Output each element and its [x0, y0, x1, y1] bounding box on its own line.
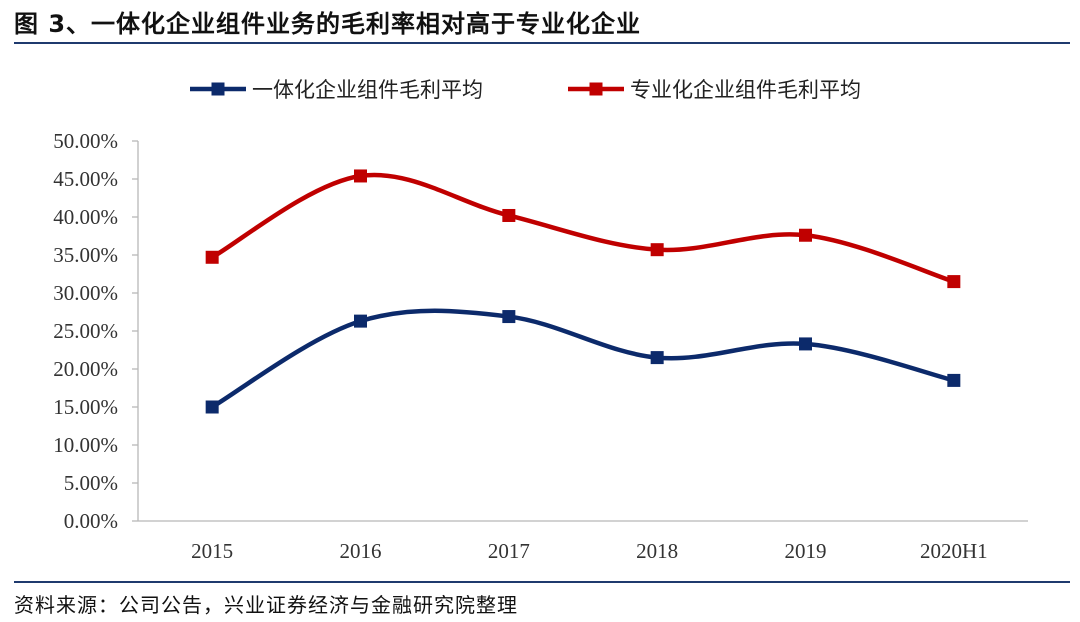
- series-line: [211, 308, 955, 409]
- data-point-marker: [799, 337, 812, 351]
- y-tick-label: 30.00%: [53, 281, 118, 305]
- line-chart: 一体化企业组件毛利平均 专业化企业组件毛利平均 0.00% 5.00% 10.00% 1…: [53, 78, 1028, 563]
- data-point-marker: [947, 373, 961, 387]
- data-point-marker: [947, 275, 961, 289]
- y-axis: 0.00% 5.00% 10.00% 15.00% 20.00% 25.00% 30.00%…: [53, 129, 139, 533]
- y-tick-label: 15.00%: [53, 395, 118, 419]
- data-point-marker: [799, 228, 812, 242]
- data-point-marker: [205, 400, 219, 414]
- chart-legend: 一体化企业组件毛利平均 专业化企业组件毛利平均: [190, 78, 861, 102]
- data-point-marker: [502, 310, 516, 324]
- data-point-marker: [650, 351, 664, 365]
- x-tick-label: 2016: [340, 539, 382, 563]
- legend-item-1: 一体化企业组件毛利平均: [190, 78, 483, 102]
- series-layer: [205, 169, 961, 414]
- series-1: [205, 308, 961, 414]
- x-tick-label: 2019: [785, 539, 827, 563]
- legend-marker-swatch: [211, 82, 225, 96]
- data-point-marker: [650, 243, 664, 257]
- x-tick-label: 2015: [191, 539, 233, 563]
- x-tick-label: 2018: [636, 539, 678, 563]
- footer-divider: [14, 581, 1070, 583]
- title-divider: [14, 42, 1070, 44]
- y-tick-label: 5.00%: [64, 471, 118, 495]
- series-2: [205, 169, 961, 289]
- y-tick-label: 0.00%: [64, 509, 118, 533]
- series-line: [211, 172, 955, 284]
- legend-marker-swatch: [589, 82, 603, 96]
- data-point-marker: [354, 314, 367, 328]
- data-point-marker: [205, 250, 219, 264]
- y-tick-label: 10.00%: [53, 433, 118, 457]
- figure-title: 图 3、一体化企业组件业务的毛利率相对高于专业化企业: [14, 10, 642, 38]
- legend-item-2: 专业化企业组件毛利平均: [568, 78, 861, 102]
- y-tick-label: 50.00%: [53, 129, 118, 153]
- data-point-marker: [354, 169, 367, 183]
- legend-label: 专业化企业组件毛利平均: [630, 78, 861, 102]
- x-tick-label: 2017: [488, 539, 530, 563]
- y-tick-label: 35.00%: [53, 243, 118, 267]
- data-point-marker: [502, 208, 516, 222]
- y-tick-label: 25.00%: [53, 319, 118, 343]
- legend-label: 一体化企业组件毛利平均: [252, 78, 483, 102]
- source-note: 资料来源：公司公告，兴业证券经济与金融研究院整理: [14, 593, 518, 617]
- y-tick-label: 40.00%: [53, 205, 118, 229]
- x-axis: 2015 2016 2017 2018 2019 2020H1: [138, 520, 1028, 563]
- x-tick-label: 2020H1: [920, 539, 988, 563]
- y-tick-label: 45.00%: [53, 167, 118, 191]
- y-tick-label: 20.00%: [53, 357, 118, 381]
